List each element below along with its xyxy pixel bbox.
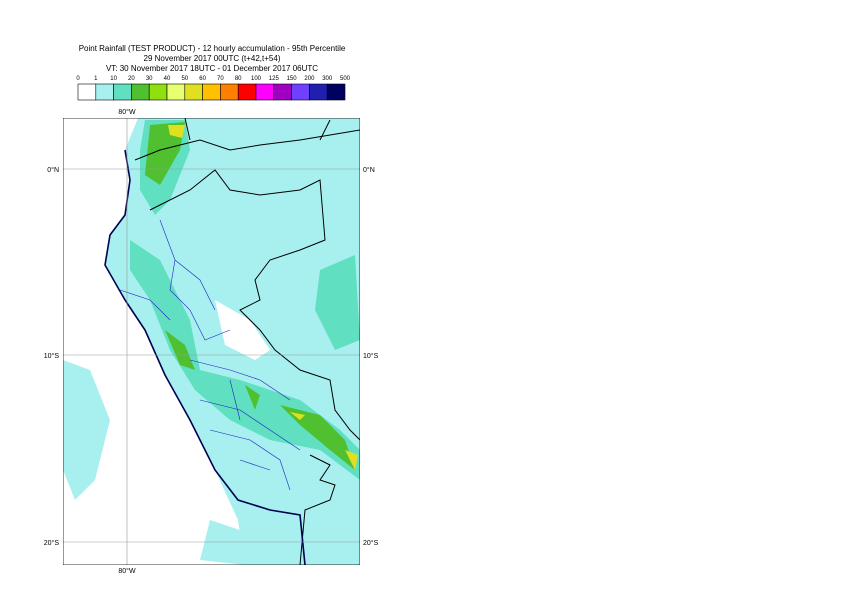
colorbar-swatch	[255, 83, 275, 101]
regions	[119, 219, 301, 491]
colorbar-label: 10	[110, 76, 117, 82]
lat-label: 0°N	[47, 166, 59, 174]
rain-light-south	[200, 520, 245, 565]
colorbar-label: 20	[128, 76, 135, 82]
colorbar-label: 60	[199, 76, 206, 82]
lat-label: 20°S	[363, 539, 379, 547]
lat-label: 20°S	[44, 539, 60, 547]
colorbar-swatch	[113, 83, 132, 101]
colorbar-label: 300	[322, 76, 333, 82]
colorbar-label: 40	[164, 76, 171, 82]
colorbar: 0 1 10 20 30 40 50 60 70 80 100 125 150 200 300 500	[76, 76, 351, 101]
coastline	[104, 149, 306, 565]
lat-label: 10°S	[363, 352, 379, 360]
colorbar-swatch	[326, 83, 346, 101]
colorbar-swatch	[184, 83, 203, 101]
colorbar-label: 500	[340, 76, 351, 82]
map	[63, 118, 360, 565]
dry-interior	[215, 300, 270, 360]
colorbar-label: 50	[181, 76, 188, 82]
colorbar-swatch	[77, 83, 97, 101]
colorbar-swatch	[166, 83, 186, 101]
colorbar-label: 200	[304, 76, 315, 82]
colorbar-label: 100	[251, 76, 262, 82]
colorbar-swatch	[291, 83, 310, 101]
colorbar-label: 80	[235, 76, 242, 82]
colorbar-label: 0	[76, 76, 80, 82]
rain-moderate-east	[315, 255, 360, 350]
colorbar-swatch	[95, 83, 114, 101]
lat-label: 0°N	[363, 166, 375, 174]
colorbar-swatch	[273, 83, 292, 101]
colorbar-swatch	[148, 83, 168, 101]
lat-label: 10°S	[44, 352, 60, 360]
subtitle: 29 November 2017 00UTC (t+42,t+54)	[144, 54, 281, 63]
borders	[134, 118, 360, 565]
colorbar-swatch	[202, 83, 221, 101]
colorbar-swatch	[237, 83, 257, 101]
title: Point Rainfall (TEST PRODUCT) - 12 hourl…	[79, 44, 346, 53]
rain-light-ocean	[63, 360, 110, 500]
graticule	[63, 118, 360, 565]
colorbar-label: 30	[146, 76, 153, 82]
colorbar-swatch	[309, 83, 328, 101]
valid-time: VT: 30 November 2017 18UTC - 01 December…	[106, 64, 318, 73]
colorbar-swatch	[220, 83, 239, 101]
colorbar-label: 70	[217, 76, 224, 82]
lon-label: 80°W	[118, 108, 136, 116]
lon-label: 80°W	[118, 567, 136, 575]
colorbar-label: 150	[287, 76, 298, 82]
colorbar-label: 1	[94, 76, 98, 82]
colorbar-swatch	[131, 83, 150, 101]
colorbar-label: 125	[269, 76, 280, 82]
